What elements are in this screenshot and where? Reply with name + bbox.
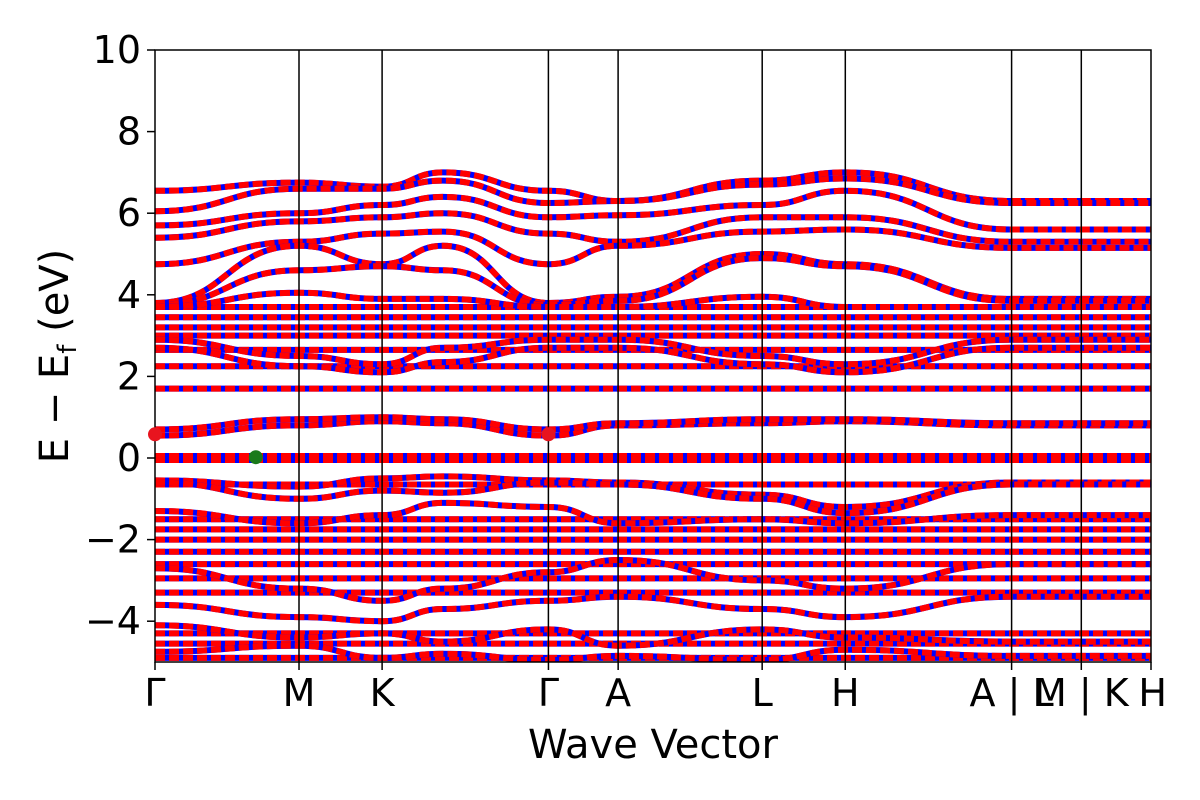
x-tick-label: K xyxy=(370,671,396,715)
band-spin-up-0 xyxy=(155,169,1151,204)
band-spin-up-6 xyxy=(155,255,1151,308)
band-spin-up-9 xyxy=(155,344,1151,376)
cbm-marker xyxy=(541,427,556,442)
x-tick-label: Γ xyxy=(538,671,559,715)
x-tick-label: H xyxy=(831,671,860,715)
y-tick-label: 6 xyxy=(117,191,141,235)
extrema-markers xyxy=(148,427,556,465)
x-tick-label: Γ xyxy=(144,671,165,715)
plot-frame xyxy=(154,49,1152,663)
y-tick-label: 4 xyxy=(117,273,141,317)
x-axis-title: Wave Vector xyxy=(528,722,779,768)
x-tick-label: L xyxy=(752,671,773,715)
bands-layer xyxy=(155,169,1151,662)
x-tick-label: A | L xyxy=(970,671,1054,716)
x-tick-label: A xyxy=(605,671,631,715)
band-spin-up-14 xyxy=(155,499,1151,527)
band-spin-up-8 xyxy=(155,336,1151,368)
high-symmetry-lines xyxy=(298,50,1083,662)
y-axis: 10 8 6 4 2 0 −2 −4 xyxy=(85,28,155,643)
band-spin-up-17 xyxy=(155,622,1151,649)
x-tick-label: M xyxy=(283,671,316,715)
y-tick-label: −2 xyxy=(85,518,141,562)
y-tick-label: 0 xyxy=(117,436,141,480)
y-tick-label: 10 xyxy=(93,28,141,72)
y-tick-label: 2 xyxy=(117,354,141,398)
band-spin-down-16 xyxy=(155,593,1151,625)
vbm-marker xyxy=(148,427,162,442)
x-tick-label: M | K xyxy=(1034,671,1130,716)
y-axis-title: E − Ef (eV) xyxy=(32,249,83,464)
y-tick-label: −4 xyxy=(85,599,141,643)
band-spin-up-2 xyxy=(155,187,1151,233)
fermi-marker xyxy=(248,450,263,465)
band-spin-up-7 xyxy=(155,289,1151,311)
y-tick-label: 8 xyxy=(117,110,141,154)
x-tick-label: H xyxy=(1138,671,1167,715)
